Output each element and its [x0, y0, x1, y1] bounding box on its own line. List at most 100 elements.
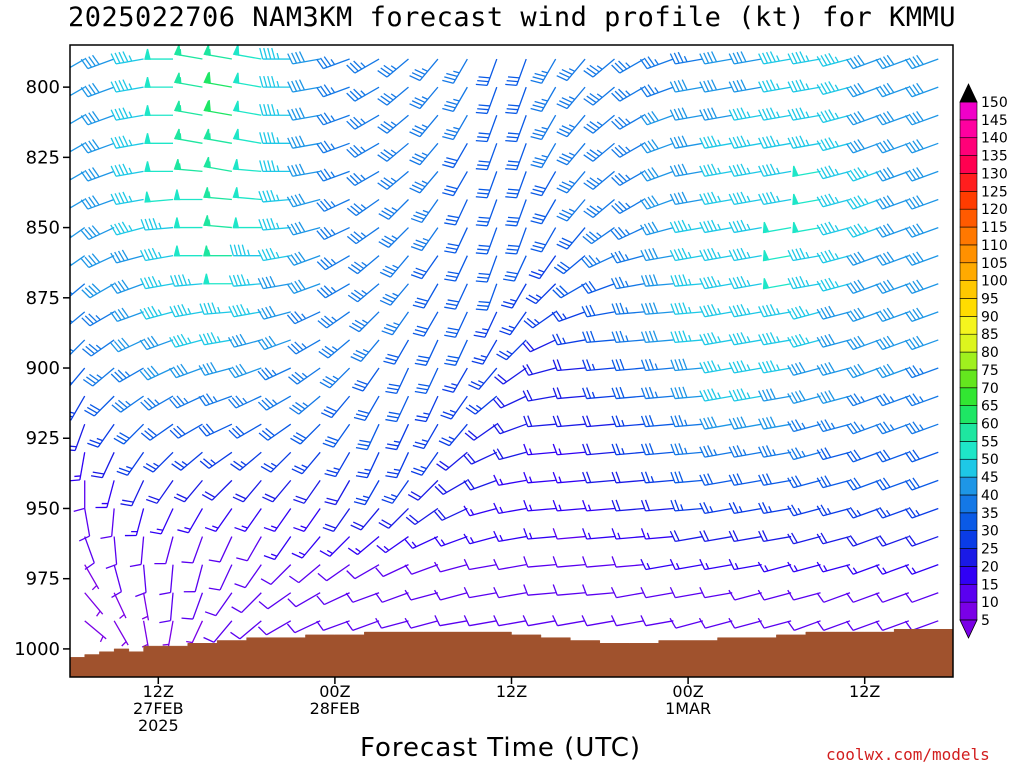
wind-barb: [728, 502, 762, 514]
wind-barb: [139, 365, 174, 381]
wind-barb: [82, 367, 115, 387]
wind-barb: [379, 255, 409, 278]
wind-barb: [699, 445, 733, 458]
wind-barb: [260, 564, 292, 586]
wind-barb: [670, 386, 703, 400]
wind-barb: [904, 111, 939, 126]
wind-barb: [523, 415, 556, 428]
wind-barb: [464, 423, 498, 441]
wind-barb: [582, 359, 615, 372]
wind-barb: [319, 536, 351, 557]
wind-barb: [201, 479, 233, 501]
colorbar-bin: [959, 101, 978, 121]
wind-barb: [135, 564, 147, 598]
wind-barb: [728, 530, 762, 543]
wind-barb: [159, 592, 174, 624]
wind-barb: [171, 451, 203, 471]
wind-barb: [287, 163, 321, 177]
wind-barb: [463, 587, 497, 599]
wind-barb: [640, 358, 674, 372]
wind-barb: [345, 592, 380, 603]
wind-barb: [875, 592, 910, 603]
wind-barb: [110, 107, 144, 121]
wind-barb: [669, 530, 703, 543]
wind-barb: [845, 393, 880, 407]
wind-barb: [412, 283, 439, 309]
wind-barb: [492, 422, 527, 435]
colorbar-bin: [959, 226, 978, 246]
wind-barb: [728, 51, 762, 65]
wind-barb: [611, 330, 645, 344]
wind-barb: [816, 390, 851, 404]
wind-barb: [414, 395, 439, 423]
wind-barb: [259, 132, 291, 144]
x-tick-label: 28FEB: [310, 699, 361, 718]
wind-barb: [816, 221, 851, 236]
wind-barb: [728, 617, 762, 629]
colorbar-bin: [959, 476, 978, 496]
wind-barb: [669, 163, 703, 177]
wind-barb: [522, 339, 556, 353]
wind-barb: [257, 335, 291, 351]
wind-barb: [70, 198, 86, 215]
wind-barb: [670, 358, 703, 372]
wind-barb: [582, 556, 615, 568]
colorbar-label: 55: [981, 434, 999, 450]
wind-barb: [556, 170, 586, 194]
wind-barb: [582, 528, 615, 540]
wind-barb: [611, 471, 645, 484]
wind-barb: [552, 387, 586, 400]
wind-barb: [758, 360, 792, 374]
colorbar-label: 65: [981, 399, 999, 415]
x-tick-label: 00Z: [672, 682, 703, 701]
wind-barb: [493, 587, 527, 599]
colorbar-bin: [959, 208, 978, 228]
wind-barb: [640, 471, 674, 484]
wind-barb: [70, 423, 86, 452]
wind-barb: [845, 139, 880, 154]
wind-barb: [473, 311, 498, 338]
wind-barb: [523, 556, 556, 568]
colorbar-bin: [959, 191, 978, 210]
wind-barb: [173, 245, 203, 257]
wind-barb: [80, 54, 115, 70]
wind-barb: [551, 310, 586, 323]
wind-barb: [70, 255, 86, 273]
wind-barb: [728, 79, 762, 93]
wind-barb: [110, 367, 144, 383]
wind-barb: [110, 51, 144, 65]
wind-barb: [442, 86, 468, 113]
wind-barb: [758, 530, 792, 543]
colorbar-label: 145: [981, 113, 1008, 129]
wind-barb: [787, 447, 821, 461]
wind-barb: [346, 86, 380, 102]
wind-barb: [198, 393, 233, 407]
wind-barb: [442, 367, 468, 393]
wind-barb: [141, 620, 150, 649]
wind-barb: [475, 227, 498, 255]
source-credit[interactable]: coolwx.com/models: [826, 745, 990, 764]
wind-barb: [288, 564, 321, 584]
wind-barb: [762, 278, 792, 290]
wind-barb: [146, 480, 174, 504]
wind-barb: [120, 480, 145, 507]
wind-barb: [404, 617, 439, 629]
wind-barb: [904, 335, 939, 351]
wind-barb: [204, 508, 233, 533]
wind-barb: [762, 249, 792, 262]
wind-barb: [177, 508, 204, 534]
wind-barb: [73, 480, 86, 513]
wind-barb: [80, 225, 115, 241]
wind-barb: [552, 528, 586, 540]
colorbar-bin: [959, 244, 978, 264]
wind-barb: [792, 221, 821, 234]
wind-barb: [728, 275, 762, 290]
wind-barb: [203, 71, 232, 88]
wind-barb: [181, 536, 204, 564]
wind-barb: [904, 592, 939, 603]
wind-barb: [407, 479, 439, 501]
wind-barb: [84, 395, 115, 417]
wind-barb: [787, 419, 821, 433]
wind-barb: [669, 135, 703, 149]
wind-barb: [556, 227, 586, 250]
